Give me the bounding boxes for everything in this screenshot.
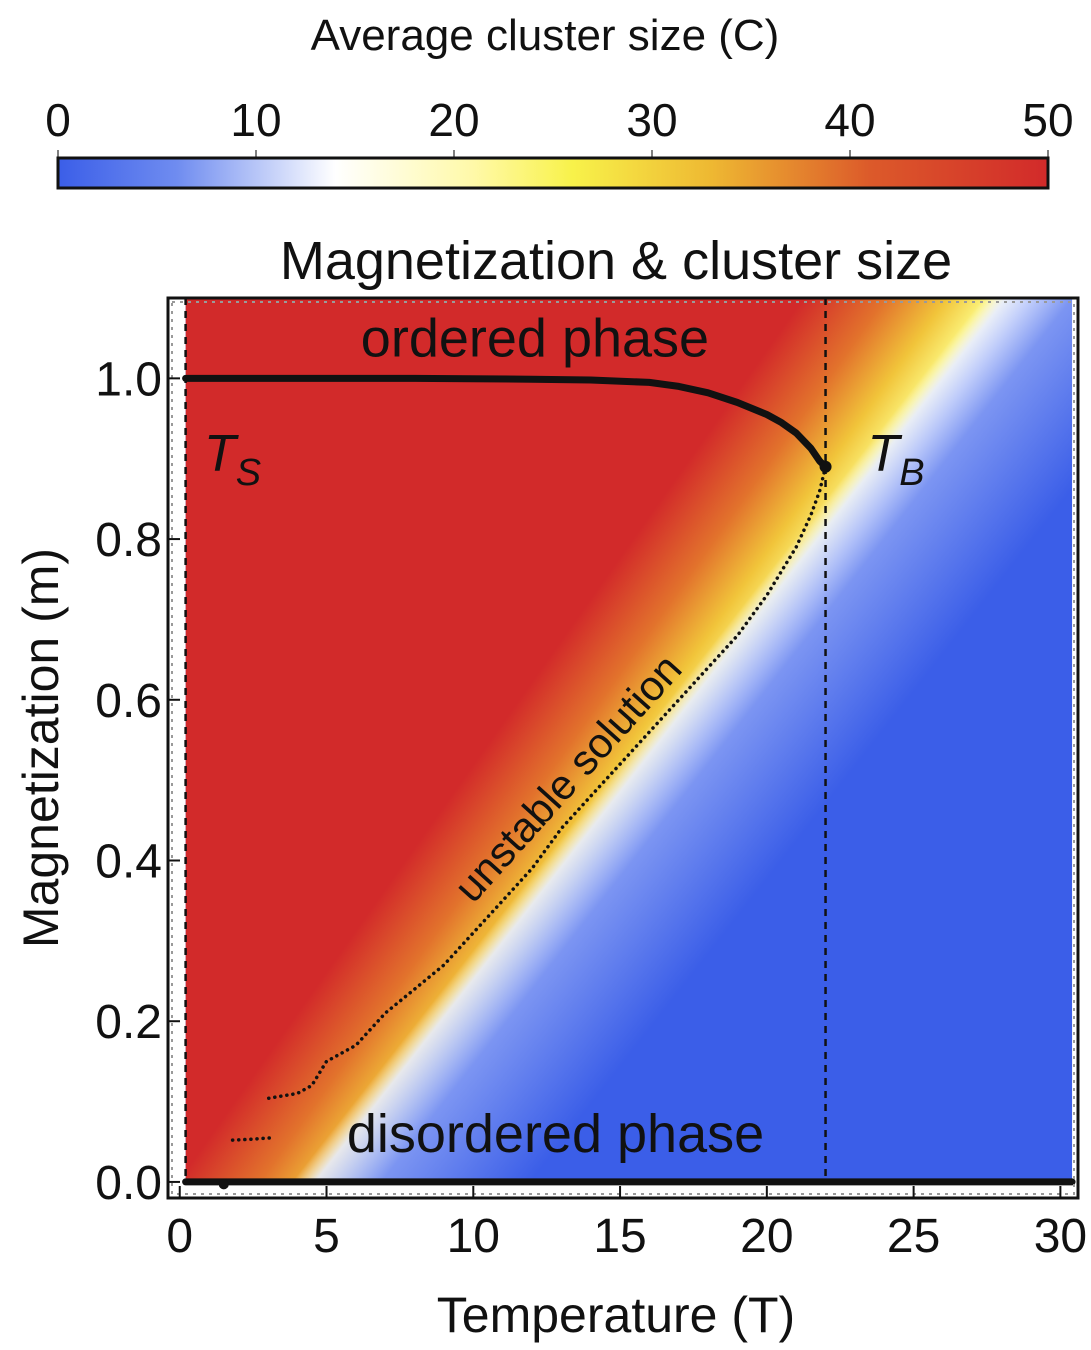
ts-line-label-sub: S (236, 452, 261, 494)
low-branch-point (218, 1179, 229, 1190)
unstable-branch (266, 465, 828, 1101)
tb-line-label-sub: B (899, 452, 924, 494)
x-axis-label: Temperature (T) (437, 1287, 795, 1343)
ts-line-label-main: T (204, 425, 239, 483)
colorbar-tick-label: 0 (45, 94, 71, 146)
heatmap (185, 298, 1073, 1182)
colorbar-tick-label: 30 (626, 94, 677, 146)
colorbar-ticks: 0 10 20 30 40 50 (45, 94, 1074, 166)
y-tick-label: 0.6 (95, 675, 162, 728)
x-tick-label: 30 (1034, 1210, 1087, 1263)
heatmap-blue-overlay (185, 298, 1073, 1182)
y-tick-label: 1.0 (95, 353, 162, 406)
low-branch-step (230, 1135, 276, 1142)
tb-line-label: TB (867, 425, 924, 494)
ordered-branch (182, 374, 829, 471)
colorbar-title: Average cluster size (C) (311, 11, 780, 60)
x-axis: 0 5 10 15 20 25 30 (166, 1186, 1087, 1263)
tb-line-label-main: T (867, 425, 902, 483)
x-tick-label: 15 (593, 1210, 646, 1263)
colorbar-tick-label: 50 (1022, 94, 1073, 146)
y-axis: 0.0 0.2 0.4 0.6 0.8 1.0 (95, 353, 180, 1210)
disordered-phase-label: disordered phase (347, 1104, 764, 1164)
x-tick-label: 20 (740, 1210, 793, 1263)
colorbar-tick-label: 20 (428, 94, 479, 146)
colorbar-tick-label: 40 (824, 94, 875, 146)
plot-frame (166, 296, 1080, 1200)
y-tick-label: 0.0 (95, 1157, 162, 1210)
series-group (182, 374, 1076, 1190)
x-tick-label: 0 (166, 1210, 193, 1263)
ts-line-label: TS (204, 425, 261, 494)
x-tick-label: 5 (313, 1210, 340, 1263)
y-tick-label: 0.2 (95, 996, 162, 1049)
ordered-phase-label: ordered phase (361, 308, 709, 368)
x-tick-label: 10 (447, 1210, 500, 1263)
plot-frame-dashes (171, 301, 1075, 1195)
colorbar (56, 156, 1050, 190)
x-tick-label: 25 (887, 1210, 940, 1263)
colorbar-tick-label: 10 (230, 94, 281, 146)
chart-title: Magnetization & cluster size (280, 231, 952, 291)
bifurcation-point (819, 460, 832, 473)
y-tick-label: 0.4 (95, 836, 162, 889)
y-axis-label: Magnetization (m) (13, 548, 69, 948)
y-tick-label: 0.8 (95, 514, 162, 567)
reference-lines: TS TB (184, 298, 925, 1182)
